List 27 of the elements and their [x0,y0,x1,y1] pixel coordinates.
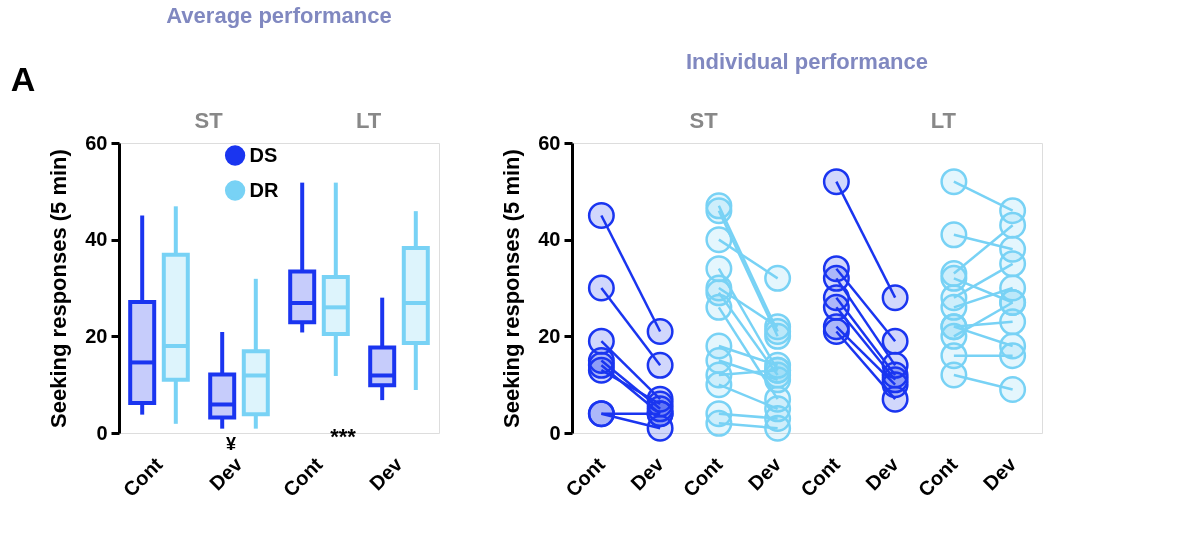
annotation: *** [330,424,357,449]
y-tick-label: 40 [85,228,108,251]
text: LT [930,108,957,133]
y-tick-label: 20 [85,324,108,347]
x-tick-label: Dev [743,452,786,495]
x-tick-label: Dev [626,452,669,495]
chart-title: Individual performance [685,49,929,74]
text: ST [689,108,719,133]
y-axis-title: Seeking responses (5 min) [46,149,72,428]
y-tick-label: 0 [96,421,108,444]
y-axis-title: Seeking responses (5 min) [499,149,525,428]
y-tick-label: 60 [85,131,108,154]
legend-label: DS [249,143,278,166]
text: ST [194,108,224,133]
x-tick-label: Dev [861,452,904,495]
y-tick-label: 40 [538,228,561,251]
y-tick-label: 20 [538,324,561,347]
text: A [10,60,36,98]
y-tick-label: 0 [549,421,561,444]
legend-label: DR [249,178,280,201]
chart-title: Average performance [166,3,392,28]
y-tick-label: 60 [538,131,561,154]
x-tick-label: Dev [978,452,1021,495]
x-tick-label: Dev [365,452,408,495]
x-tick-label: Dev [205,452,248,495]
text: LT [355,108,382,133]
text: ¥ [225,434,237,454]
